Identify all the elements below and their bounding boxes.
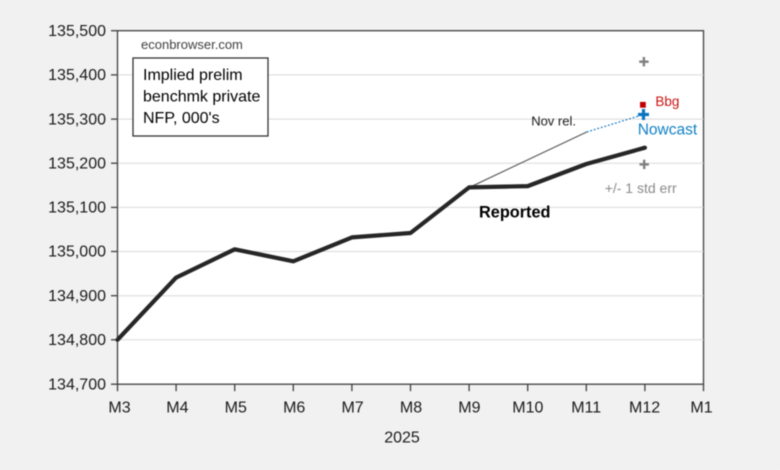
svg-text:M4: M4 <box>166 399 188 416</box>
svg-text:M5: M5 <box>225 399 247 416</box>
svg-text:M11: M11 <box>571 399 601 416</box>
svg-text:135,100: 135,100 <box>48 200 106 217</box>
svg-text:135,400: 135,400 <box>48 67 106 84</box>
svg-text:M12: M12 <box>629 399 660 416</box>
svg-text:Nowcast: Nowcast <box>638 121 698 138</box>
svg-text:Reported: Reported <box>479 204 550 222</box>
svg-text:135,500: 135,500 <box>48 23 106 40</box>
svg-text:+/- 1 std err: +/- 1 std err <box>605 180 677 196</box>
svg-text:M7: M7 <box>341 399 363 416</box>
svg-text:M1: M1 <box>690 399 712 416</box>
svg-text:134,700: 134,700 <box>48 376 106 393</box>
svg-text:Bbg: Bbg <box>655 94 679 109</box>
svg-text:2025: 2025 <box>384 430 420 447</box>
svg-text:134,900: 134,900 <box>48 288 106 305</box>
svg-text:135,000: 135,000 <box>48 244 106 261</box>
svg-text:M10: M10 <box>512 399 543 416</box>
svg-text:econbrowser.com: econbrowser.com <box>141 37 243 52</box>
svg-text:134,800: 134,800 <box>48 332 106 349</box>
svg-text:M9: M9 <box>458 399 480 416</box>
svg-text:Implied prelim: Implied prelim <box>143 67 243 84</box>
svg-text:M6: M6 <box>283 399 305 416</box>
svg-text:135,300: 135,300 <box>48 111 106 128</box>
svg-text:benchmk private: benchmk private <box>143 89 260 106</box>
svg-text:Nov rel.: Nov rel. <box>531 113 576 128</box>
svg-text:M8: M8 <box>400 399 422 416</box>
svg-text:M3: M3 <box>108 399 130 416</box>
svg-text:135,200: 135,200 <box>48 155 106 172</box>
svg-text:NFP, 000's: NFP, 000's <box>143 110 220 127</box>
